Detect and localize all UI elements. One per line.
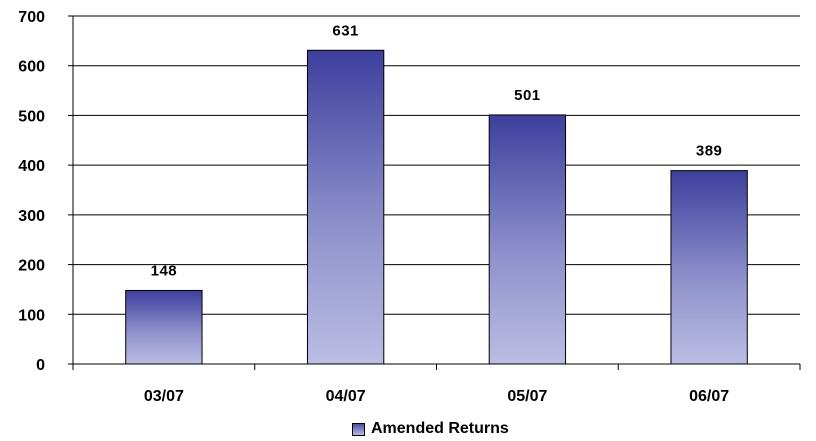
y-tick-label: 700 <box>18 9 45 26</box>
y-tick-label: 600 <box>18 59 45 76</box>
data-label: 501 <box>514 87 541 104</box>
y-tick-label: 500 <box>18 108 45 125</box>
legend-swatch <box>352 422 365 436</box>
bar <box>306 49 385 365</box>
y-tick-label: 100 <box>18 307 45 324</box>
x-tick-label: 06/07 <box>689 388 729 405</box>
data-label: 631 <box>332 22 359 39</box>
x-tick-label: 03/07 <box>144 388 184 405</box>
x-tick-label: 04/07 <box>326 388 366 405</box>
gridlines <box>73 15 800 315</box>
y-tick-label: 0 <box>36 357 45 374</box>
y-tick-label: 200 <box>18 258 45 275</box>
y-tick-label: 300 <box>18 208 45 225</box>
y-tick-label: 400 <box>18 158 45 175</box>
labels: 0 100 200 300 400 500 600 700 148 03/07 631 04/07 50… <box>18 9 729 405</box>
bar <box>125 289 203 365</box>
legend-label: Amended Returns <box>371 420 509 437</box>
bars <box>125 49 748 365</box>
data-label: 148 <box>151 262 178 279</box>
bar <box>488 114 567 365</box>
x-tick-label: 05/07 <box>507 388 547 405</box>
bar <box>670 170 748 365</box>
data-label: 389 <box>696 143 723 160</box>
legend: Amended Returns <box>352 418 509 440</box>
